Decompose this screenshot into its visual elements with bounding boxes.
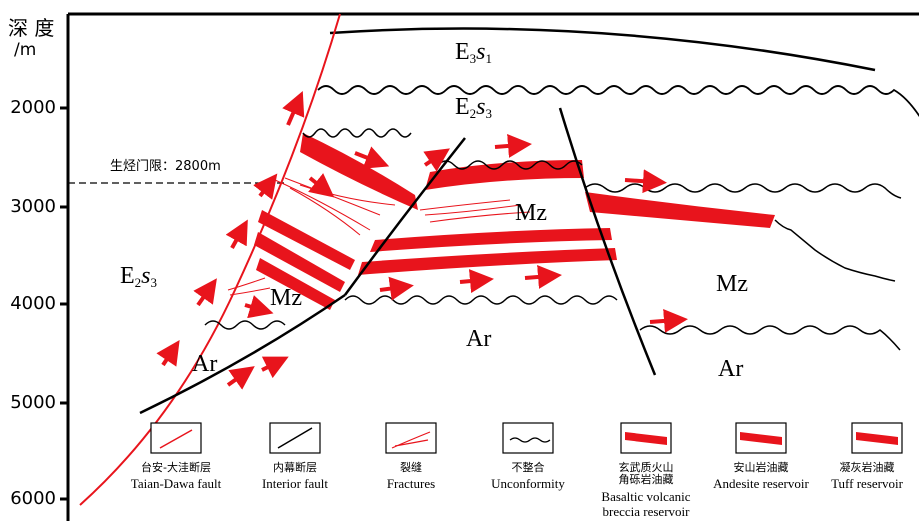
unit-mz-right: Mz — [716, 271, 748, 297]
threshold-label: 生烃门限：2800m — [110, 159, 221, 174]
legend-label-zh-5: 玄武质火山 角砾岩油藏 — [618, 461, 674, 486]
basaltic-reservoir-center — [425, 160, 584, 190]
axis-title: 深 度 — [8, 16, 55, 40]
unconformity-center — [437, 160, 583, 170]
unit-mz-center: Mz — [515, 200, 547, 226]
unconformity-mid-left — [302, 128, 412, 138]
legend-label-en-3: Fractures — [386, 476, 436, 491]
legend-label-en-2: Interior fault — [261, 476, 329, 491]
legend-label-en-5: Basaltic volcanic — [601, 489, 691, 504]
unit-mz-left: Mz — [270, 285, 302, 311]
interior-fault-icon — [277, 427, 313, 449]
unconformity-ar-left — [204, 320, 286, 330]
depth-tick-5000: 5000 — [10, 392, 56, 413]
andesite-band-1 — [258, 210, 355, 270]
unconformity-right-mid — [774, 219, 896, 282]
depth-tick-3000: 3000 — [10, 196, 56, 217]
interior-fault-3 — [558, 107, 657, 376]
unconformity-icon — [509, 437, 551, 443]
unit-ar-center: Ar — [466, 326, 492, 352]
legend-label-en-1: Taian-Dawa fault — [130, 476, 222, 491]
unit-ar-right: Ar — [718, 356, 744, 382]
axis-unit: /m — [14, 40, 37, 60]
migration-arrows — [156, 90, 688, 390]
andesite-band-3 — [256, 258, 335, 310]
legend-label-en-4: Unconformity — [491, 476, 565, 491]
basaltic-reservoir-left — [300, 133, 418, 210]
tuff-reservoir-icon — [856, 432, 898, 445]
interior-fault-2 — [139, 293, 346, 415]
taian-dawa-fault-icon — [159, 429, 193, 449]
legend-label-zh-4: 不整合 — [511, 461, 545, 474]
unconformity-right-upper — [584, 183, 902, 199]
andesite-band-2 — [254, 232, 345, 292]
unit-e2s3-left: E2s3 — [120, 263, 158, 290]
legend-label-en-5b: breccia reservoir — [602, 504, 690, 519]
legend-icons — [150, 422, 903, 454]
depth-ticks — [60, 106, 68, 501]
unconformity-upper — [317, 85, 919, 118]
legend-label-zh-2: 内幕断层 — [273, 461, 317, 474]
depth-tick-4000: 4000 — [10, 293, 56, 314]
e3s1-boundary — [329, 27, 876, 72]
taian-dawa-fault — [79, 13, 341, 506]
andesite-band-center-1 — [370, 228, 612, 252]
depth-tick-6000: 6000 — [10, 488, 56, 509]
unconformity-ar-center — [344, 295, 618, 305]
unit-e3s1: E3s1 — [455, 39, 493, 66]
depth-tick-2000: 2000 — [10, 97, 56, 118]
basaltic-breccia-reservoir-icon — [625, 432, 667, 445]
fractures-icon — [391, 431, 431, 449]
legend-label-zh-3: 裂缝 — [400, 461, 422, 474]
legend-label-en-7: Tuff reservoir — [831, 476, 903, 491]
unit-ar-left: Ar — [192, 351, 218, 377]
unit-e2s3-top: E2s3 — [455, 94, 493, 121]
legend-label-zh-7: 凝灰岩油藏 — [839, 461, 895, 474]
legend-label-zh-6: 安山岩油藏 — [733, 461, 789, 474]
basaltic-reservoir-right — [585, 192, 775, 228]
andesite-band-center-2 — [358, 248, 617, 275]
unconformity-ar-right — [639, 325, 901, 351]
legend-label-en-6: Andesite reservoir — [713, 476, 809, 491]
legend-label-zh-1: 台安-大洼断层 — [141, 461, 211, 474]
andesite-reservoir-icon — [740, 432, 782, 445]
